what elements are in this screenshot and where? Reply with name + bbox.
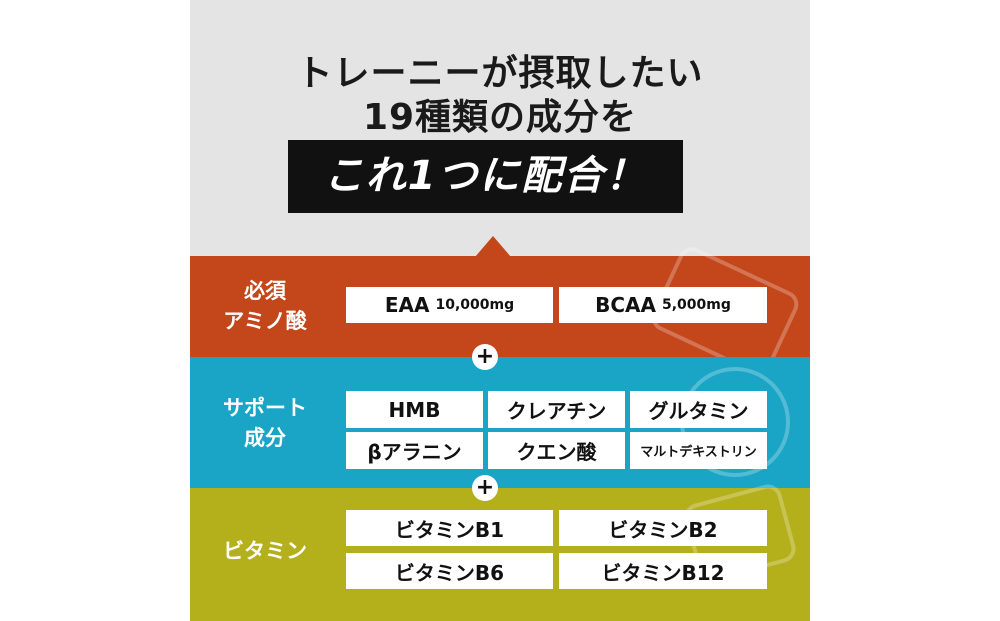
section-label: サポート 成分 [223,396,307,450]
plus-icon: + [472,475,498,501]
ingredient-glutamine: グルタミン [630,391,767,428]
ingredient-vitamin-b1: ビタミンB1 [346,510,553,546]
ingredient-creatine: クレアチン [488,391,625,428]
section-support: サポート 成分 HMB クレアチン グルタミン βアラニン クエン酸 マルトデキス… [190,357,810,488]
section-label: 必須 アミノ酸 [223,279,307,333]
section-vitamins: ビタミン ビタミンB1 ビタミンB2 ビタミンB6 ビタミンB12 [190,481,810,621]
headline-line1: トレーニーが摂取したい [296,53,704,94]
headline-line2: 19種類の成分を [362,97,638,138]
ingredient-maltodextrin: マルトデキストリン [630,432,767,469]
ingredient-citric-acid: クエン酸 [488,432,625,469]
ingredient-beta-alanine: βアラニン [346,432,483,469]
plus-icon: + [472,344,498,370]
section-label: ビタミン [223,539,307,563]
ingredient-vitamin-b6: ビタミンB6 [346,553,553,589]
ingredient-vitamin-b2: ビタミンB2 [559,510,767,546]
ingredient-eaa: EAA 10,000mg [346,287,553,323]
headline-highlight: これ1つに配合！ [288,140,683,213]
infographic-panel: トレーニーが摂取したい 19種類の成分を これ1つに配合！ 必須 アミノ酸 EAA… [190,0,810,621]
ingredient-bcaa: BCAA 5,000mg [559,287,767,323]
pointer-triangle [475,236,511,257]
section-amino-acids: 必須 アミノ酸 EAA 10,000mg BCAA 5,000mg [190,242,810,380]
ingredient-hmb: HMB [346,391,483,428]
ingredient-vitamin-b12: ビタミンB12 [559,553,767,589]
